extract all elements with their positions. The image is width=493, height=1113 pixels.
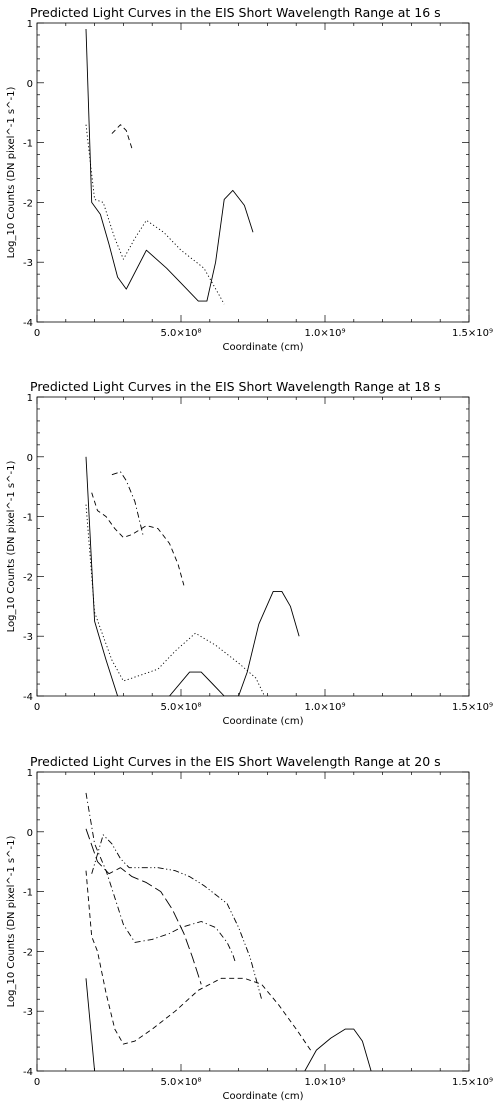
y-tick-label: -3 bbox=[23, 258, 33, 269]
chart-title: Predicted Light Curves in the EIS Short … bbox=[30, 5, 441, 20]
series-line-dashed bbox=[111, 124, 133, 149]
y-tick-label: -1 bbox=[23, 888, 33, 899]
plot-frame bbox=[36, 22, 470, 323]
x-tick-label: 1.5×10⁹ bbox=[452, 328, 493, 339]
x-tick-label: 0 bbox=[34, 702, 40, 713]
series-group bbox=[85, 28, 254, 305]
series-line-long-dash bbox=[85, 828, 202, 985]
x-axis-label: Coordinate (cm) bbox=[222, 342, 303, 353]
x-tick-label: 5.0×10⁸ bbox=[160, 328, 201, 339]
y-tick-label: -2 bbox=[23, 572, 33, 583]
x-tick-label: 1.0×10⁹ bbox=[304, 1077, 345, 1088]
x-axis-label: Coordinate (cm) bbox=[222, 716, 303, 727]
y-axis-label: Log_10 Counts (DN pixel^-1 s^-1) bbox=[6, 836, 17, 1008]
series-line-solid bbox=[238, 590, 300, 696]
series-line-dash-dot bbox=[111, 471, 145, 538]
chart-18s: Predicted Light Curves in the EIS Short … bbox=[6, 379, 493, 727]
series-line-dotted bbox=[85, 124, 225, 305]
plot-frame bbox=[36, 771, 470, 1072]
x-tick-label: 1.5×10⁹ bbox=[452, 1077, 493, 1088]
y-tick-label: -4 bbox=[23, 1067, 33, 1078]
y-tick-label: -1 bbox=[23, 513, 33, 524]
y-tick-label: -3 bbox=[23, 1007, 33, 1018]
y-tick-label: -4 bbox=[23, 318, 33, 329]
plot-frame bbox=[36, 396, 470, 697]
x-tick-label: 0 bbox=[34, 328, 40, 339]
chart-title: Predicted Light Curves in the EIS Short … bbox=[30, 754, 441, 769]
x-tick-label: 5.0×10⁸ bbox=[160, 702, 201, 713]
x-tick-label: 1.5×10⁹ bbox=[452, 702, 493, 713]
chart-16s: Predicted Light Curves in the EIS Short … bbox=[6, 5, 493, 353]
series-line-dash-dot bbox=[85, 792, 237, 964]
y-tick-label: -2 bbox=[23, 947, 33, 958]
y-tick-label: 0 bbox=[27, 828, 33, 839]
series-line-dotted bbox=[85, 504, 265, 696]
series-line-solid bbox=[169, 671, 239, 696]
chart-title: Predicted Light Curves in the EIS Short … bbox=[30, 379, 441, 394]
chart-20s: Predicted Light Curves in the EIS Short … bbox=[6, 754, 493, 1102]
x-tick-label: 0 bbox=[34, 1077, 40, 1088]
series-line-solid bbox=[304, 1028, 372, 1071]
y-tick-label: -4 bbox=[23, 692, 33, 703]
x-tick-label: 1.0×10⁹ bbox=[304, 328, 345, 339]
series-line-dashed bbox=[85, 870, 311, 1051]
y-tick-label: 0 bbox=[27, 453, 33, 464]
y-tick-label: 1 bbox=[27, 393, 33, 404]
y-tick-label: -2 bbox=[23, 198, 33, 209]
series-line-solid bbox=[85, 456, 119, 696]
y-axis-label: Log_10 Counts (DN pixel^-1 s^-1) bbox=[6, 461, 17, 633]
series-group bbox=[85, 792, 372, 1071]
x-tick-label: 1.0×10⁹ bbox=[304, 702, 345, 713]
series-line-dash-dot-dot bbox=[91, 834, 263, 1000]
y-tick-label: -3 bbox=[23, 632, 33, 643]
series-group bbox=[85, 456, 300, 696]
series-line-solid bbox=[85, 978, 96, 1071]
y-tick-label: 1 bbox=[27, 19, 33, 30]
series-line-solid bbox=[85, 28, 254, 302]
x-tick-label: 5.0×10⁸ bbox=[160, 1077, 201, 1088]
y-tick-label: 1 bbox=[27, 768, 33, 779]
series-line-dashed bbox=[91, 492, 185, 586]
y-tick-label: -1 bbox=[23, 139, 33, 150]
x-axis-label: Coordinate (cm) bbox=[222, 1091, 303, 1102]
y-axis-label: Log_10 Counts (DN pixel^-1 s^-1) bbox=[6, 87, 17, 259]
y-tick-label: 0 bbox=[27, 79, 33, 90]
